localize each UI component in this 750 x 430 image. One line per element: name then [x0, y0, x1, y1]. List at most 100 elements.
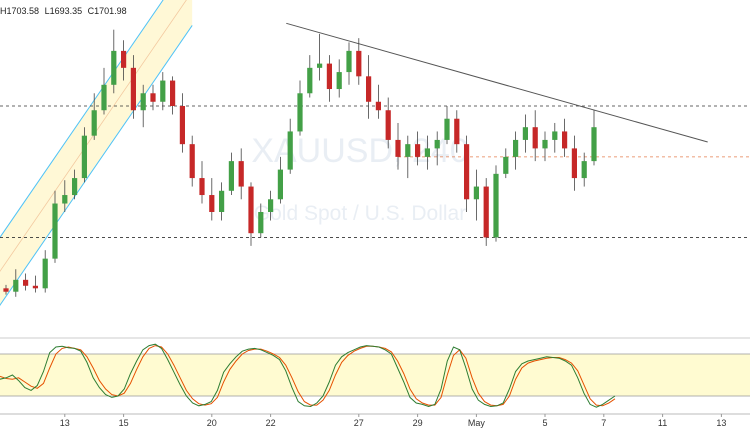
- stochastic-panel: [0, 337, 750, 408]
- candle-body: [385, 110, 391, 140]
- candle-body: [297, 93, 303, 132]
- channel-lower-line: [0, 25, 193, 307]
- candle-body: [415, 144, 421, 157]
- candle: [179, 93, 185, 153]
- tick-label: 13: [716, 418, 726, 428]
- candle: [307, 55, 313, 98]
- candle-body: [317, 63, 323, 68]
- candle-body: [3, 288, 9, 292]
- candle: [346, 42, 352, 85]
- candle: [444, 106, 450, 145]
- candle-body: [434, 139, 440, 149]
- candle-body: [140, 93, 146, 111]
- candle: [3, 284, 9, 295]
- channel-fill: [0, 0, 193, 306]
- close-value: C1701.98: [87, 6, 127, 16]
- descending-trendline[interactable]: [286, 22, 708, 143]
- candle: [405, 135, 411, 179]
- candle-body: [219, 190, 225, 212]
- candle-body: [532, 127, 538, 149]
- stoch-d-line: [0, 345, 616, 407]
- candle: [62, 180, 68, 212]
- tick-label: 20: [207, 418, 217, 428]
- candle: [473, 169, 479, 221]
- candle: [91, 93, 97, 140]
- candle-body: [571, 148, 577, 179]
- candle: [326, 55, 332, 102]
- candle: [248, 182, 254, 246]
- candle-body: [562, 131, 568, 149]
- ohlc-readout: H1703.58 L1693.35 C1701.98: [0, 6, 130, 16]
- candle-body: [581, 161, 587, 179]
- candle-body: [375, 101, 381, 111]
- ascending-channel[interactable]: [0, 0, 193, 339]
- candle: [199, 161, 205, 204]
- candle-body: [81, 135, 87, 179]
- candle-body: [160, 80, 166, 102]
- watermark-description: Gold Spot / U.S. Dollar: [254, 202, 466, 225]
- candle-body: [513, 139, 519, 157]
- candle-body: [395, 139, 401, 157]
- candle: [552, 122, 558, 153]
- candle: [297, 80, 303, 136]
- candle-body: [13, 279, 19, 292]
- candle-body: [23, 279, 29, 286]
- candle-body: [307, 67, 313, 94]
- candle: [32, 275, 38, 293]
- candle: [571, 135, 577, 191]
- candle: [336, 59, 342, 98]
- candle: [513, 131, 519, 170]
- candle-body: [287, 131, 293, 170]
- candle-body: [42, 258, 48, 289]
- candle-body: [130, 67, 136, 111]
- tick-label: 11: [658, 418, 667, 428]
- candle: [23, 273, 29, 291]
- candle: [101, 67, 107, 115]
- candle-body: [111, 50, 117, 85]
- candle: [238, 148, 244, 200]
- candle: [532, 110, 538, 162]
- candle: [483, 178, 489, 246]
- candle: [219, 182, 225, 221]
- watermark: XAUUSD, 240 Gold Spot / U.S. Dollar: [251, 132, 468, 225]
- candle-body: [542, 139, 548, 149]
- candle: [209, 178, 215, 221]
- candle-body: [473, 186, 479, 200]
- candle-body: [366, 76, 372, 102]
- candle-body: [405, 144, 411, 157]
- candle: [542, 131, 548, 162]
- candle-body: [444, 118, 450, 140]
- candle-body: [32, 285, 38, 289]
- low-value: L1693.35: [44, 6, 83, 16]
- candle: [562, 118, 568, 157]
- candle: [228, 152, 234, 196]
- candle: [424, 135, 430, 170]
- candle: [81, 127, 87, 183]
- stoch-k-line: [0, 343, 616, 408]
- candle: [170, 76, 176, 115]
- candle-body: [52, 203, 58, 259]
- candle: [493, 165, 499, 242]
- candle: [160, 72, 166, 111]
- candle: [454, 110, 460, 153]
- candle: [42, 250, 48, 293]
- candle: [395, 122, 401, 170]
- candle: [464, 135, 470, 212]
- stoch-band: [0, 354, 750, 396]
- candle-body: [591, 127, 597, 162]
- candle: [415, 131, 421, 166]
- candlestick-series: [3, 29, 597, 297]
- candle: [121, 40, 127, 81]
- candle-body: [238, 161, 244, 187]
- candle-body: [91, 110, 97, 136]
- trendline: [286, 22, 708, 143]
- tick-label: 29: [413, 418, 423, 428]
- candle: [434, 131, 440, 166]
- candle: [72, 169, 78, 200]
- candle: [130, 55, 136, 119]
- candle-body: [209, 195, 215, 212]
- candle-body: [464, 144, 470, 200]
- candle-body: [179, 106, 185, 145]
- candle-body: [170, 80, 176, 106]
